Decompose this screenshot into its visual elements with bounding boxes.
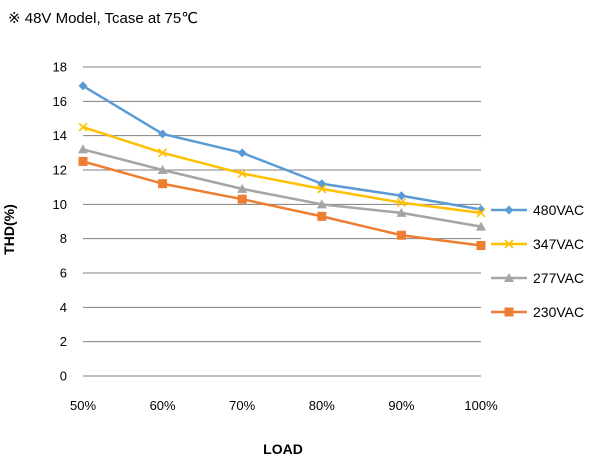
y-tick-label: 14 xyxy=(53,128,67,143)
y-tick-label: 0 xyxy=(60,369,67,384)
data-point-230VAC xyxy=(237,194,247,204)
data-point-347VAC xyxy=(237,168,247,178)
y-tick-label: 2 xyxy=(60,334,67,349)
y-tick-label: 10 xyxy=(53,197,67,212)
y-tick-label: 8 xyxy=(60,231,67,246)
data-point-230VAC xyxy=(158,179,168,189)
x-tick-label: 80% xyxy=(309,398,335,413)
data-point-480VAC xyxy=(237,148,247,158)
y-tick-label: 18 xyxy=(53,60,67,75)
legend-label: 230VAC xyxy=(533,304,584,320)
data-point-347VAC xyxy=(158,148,168,158)
data-point-277VAC xyxy=(157,165,168,174)
data-point-480VAC xyxy=(317,179,327,189)
legend-marker-480VAC xyxy=(504,205,514,215)
series-line-230VAC xyxy=(82,160,482,247)
x-tick-label: 60% xyxy=(150,398,176,413)
data-point-230VAC xyxy=(396,230,406,240)
x-axis-title: LOAD xyxy=(263,441,303,457)
data-point-277VAC xyxy=(396,207,407,217)
data-point-347VAC xyxy=(476,208,486,218)
y-tick-label: 16 xyxy=(53,94,67,109)
legend-marker-347VAC xyxy=(504,239,514,249)
data-point-230VAC xyxy=(476,241,486,251)
x-tick-label: 70% xyxy=(229,398,255,413)
data-point-347VAC xyxy=(396,198,406,208)
data-point-230VAC xyxy=(78,156,88,166)
legend-marker-277VAC xyxy=(504,273,514,282)
data-point-230VAC xyxy=(317,211,327,221)
x-tick-label: 100% xyxy=(464,398,498,413)
data-point-480VAC xyxy=(158,129,168,139)
data-point-347VAC xyxy=(317,184,327,194)
x-tick-label: 90% xyxy=(388,398,414,413)
y-tick-label: 4 xyxy=(60,300,67,315)
data-point-277VAC xyxy=(476,221,486,231)
chart-note: ※ 48V Model, Tcase at 75℃ xyxy=(8,10,199,27)
legend-label: 277VAC xyxy=(533,270,584,286)
series-line-277VAC xyxy=(82,148,482,228)
data-point-480VAC xyxy=(396,191,406,201)
y-tick-label: 6 xyxy=(60,266,67,281)
data-point-480VAC xyxy=(78,81,88,91)
data-point-277VAC xyxy=(237,183,248,193)
data-point-347VAC xyxy=(78,122,88,132)
x-tick-label: 50% xyxy=(70,398,96,413)
series-line-480VAC xyxy=(82,84,482,211)
data-point-277VAC xyxy=(78,144,88,154)
legend-label: 480VAC xyxy=(533,202,584,218)
y-tick-label: 12 xyxy=(53,163,67,178)
data-point-277VAC xyxy=(316,199,327,209)
series-line-347VAC xyxy=(82,125,482,215)
legend-label: 347VAC xyxy=(533,236,584,252)
y-axis-title: THD(%) xyxy=(1,204,17,255)
legend-marker-230VAC xyxy=(504,307,514,317)
